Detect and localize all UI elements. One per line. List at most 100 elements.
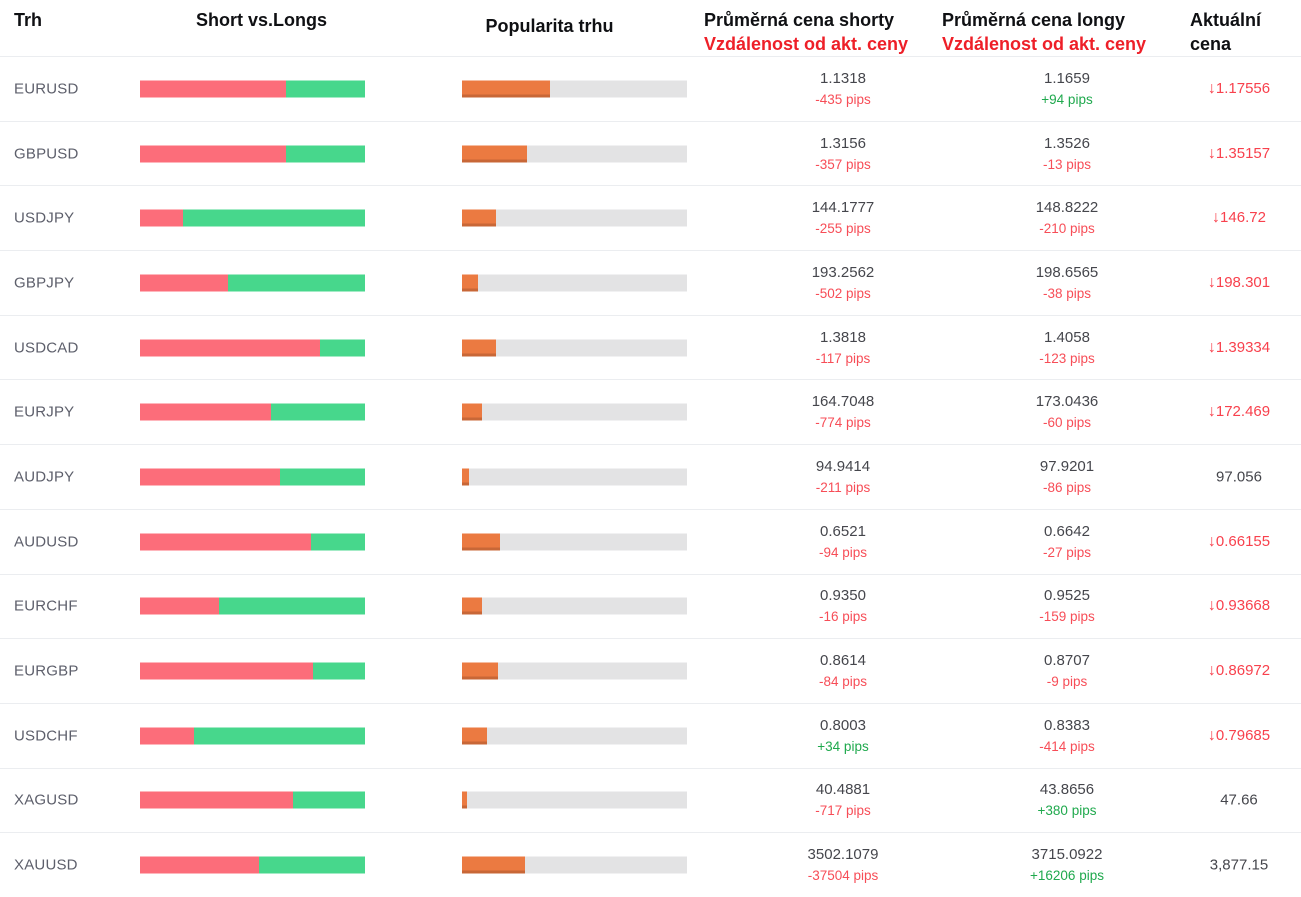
long-price-value: 0.9525 [1044, 587, 1090, 605]
long-distance-pips: +16206 pips [1030, 868, 1104, 884]
market-row[interactable]: EURCHF 0.9350 -16 pips 0.9525 -159 pips … [0, 575, 1301, 640]
market-row[interactable]: EURGBP 0.8614 -84 pips 0.8707 -9 pips ↓0… [0, 639, 1301, 704]
avg-short-price-cell: 144.1777 -255 pips [718, 198, 968, 238]
market-row[interactable]: EURJPY 164.7048 -774 pips 173.0436 -60 p… [0, 380, 1301, 446]
short-distance-pips: -255 pips [815, 221, 871, 237]
avg-long-price-cell: 3715.0922 +16206 pips [942, 845, 1192, 885]
current-price-value: 1.39334 [1215, 338, 1271, 356]
market-row[interactable]: XAUUSD 3502.1079 -37504 pips 3715.0922 +… [0, 833, 1301, 897]
longs-bar-segment [227, 274, 365, 292]
long-price-value: 0.6642 [1044, 522, 1090, 540]
long-price-value: 97.9201 [1039, 457, 1095, 475]
market-symbol: XAGUSD [14, 791, 79, 809]
market-row[interactable]: GBPJPY 193.2562 -502 pips 198.6565 -38 p… [0, 251, 1301, 316]
market-row[interactable]: EURUSD 1.1318 -435 pips 1.1659 +94 pips … [0, 57, 1301, 122]
popularity-bar-fill [462, 145, 528, 163]
current-price-value: 0.93668 [1215, 597, 1271, 615]
market-row[interactable]: USDJPY 144.1777 -255 pips 148.8222 -210 … [0, 186, 1301, 252]
price-down-arrow-icon: ↓ [1207, 662, 1216, 680]
price-down-arrow-icon: ↓ [1207, 338, 1216, 356]
popularity-bar [462, 468, 687, 486]
header-avg-short-price: Průměrná cena shorty Vzdálenost od akt. … [704, 8, 908, 56]
shorts-bar-segment [140, 339, 320, 357]
short-price-value: 1.3156 [820, 134, 866, 152]
longs-bar-segment [218, 597, 365, 615]
header-popularity: Popularita trhu [485, 16, 614, 36]
short-price-value: 164.7048 [811, 393, 875, 411]
short-distance-pips: -16 pips [818, 609, 868, 625]
market-row[interactable]: USDCHF 0.8003 +34 pips 0.8383 -414 pips … [0, 704, 1301, 769]
popularity-bar [462, 339, 687, 357]
short-vs-long-bar [140, 727, 365, 745]
shorts-bar-segment [140, 145, 287, 163]
price-down-arrow-icon: ↓ [1207, 273, 1216, 291]
avg-long-price-cell: 1.3526 -13 pips [942, 134, 1192, 174]
shorts-bar-segment [140, 403, 271, 421]
short-price-value: 0.6521 [820, 522, 866, 540]
price-down-arrow-icon: ↓ [1207, 144, 1216, 162]
popularity-bar-fill [462, 339, 496, 357]
long-distance-pips: -414 pips [1039, 738, 1095, 754]
market-symbol: EURUSD [14, 80, 79, 98]
avg-long-price-cell: 1.4058 -123 pips [942, 328, 1192, 368]
short-distance-pips: -94 pips [818, 544, 868, 560]
longs-bar-segment [279, 468, 365, 486]
price-down-arrow-icon: ↓ [1207, 597, 1216, 615]
short-price-value: 1.3818 [820, 328, 866, 346]
long-price-value: 1.1659 [1044, 69, 1090, 87]
shorts-bar-segment [140, 791, 293, 809]
popularity-bar [462, 791, 687, 809]
market-symbol: XAUUSD [14, 856, 78, 874]
market-row[interactable]: AUDJPY 94.9414 -211 pips 97.9201 -86 pip… [0, 445, 1301, 510]
short-vs-long-bar [140, 533, 365, 551]
avg-short-price-cell: 0.8614 -84 pips [718, 651, 968, 691]
header-short-vs-longs: Short vs.Longs [195, 10, 327, 30]
avg-short-price-cell: 0.9350 -16 pips [718, 586, 968, 626]
long-price-value: 148.8222 [1035, 199, 1099, 217]
current-price-cell: ↓172.469 [1154, 403, 1301, 421]
current-price-value: 0.79685 [1215, 726, 1271, 744]
short-distance-pips: -717 pips [815, 803, 871, 819]
longs-bar-segment [194, 727, 365, 745]
current-price-cell: ↓47.66 [1154, 792, 1301, 809]
short-distance-pips: -37504 pips [807, 868, 879, 884]
current-price-cell: ↓198.301 [1154, 274, 1301, 292]
popularity-bar [462, 533, 687, 551]
market-row[interactable]: USDCAD 1.3818 -117 pips 1.4058 -123 pips… [0, 316, 1301, 381]
longs-bar-segment [313, 662, 365, 680]
market-symbol: EURCHF [14, 597, 78, 615]
avg-long-price-cell: 0.6642 -27 pips [942, 522, 1192, 562]
current-price-value: 97.056 [1216, 468, 1262, 486]
short-distance-pips: -502 pips [815, 285, 871, 301]
long-distance-pips: +380 pips [1037, 803, 1097, 819]
price-down-arrow-icon: ↓ [1212, 209, 1221, 227]
avg-short-price-cell: 0.8003 +34 pips [718, 716, 968, 756]
shorts-bar-segment [140, 274, 228, 292]
market-row[interactable]: GBPUSD 1.3156 -357 pips 1.3526 -13 pips … [0, 122, 1301, 187]
market-row[interactable]: AUDUSD 0.6521 -94 pips 0.6642 -27 pips ↓… [0, 510, 1301, 575]
current-price-value: 47.66 [1220, 791, 1258, 809]
avg-long-price-cell: 1.1659 +94 pips [942, 69, 1192, 109]
current-price-value: 172.469 [1215, 403, 1271, 421]
popularity-bar-fill [462, 856, 525, 874]
current-price-cell: ↓1.39334 [1154, 339, 1301, 357]
short-distance-pips: -774 pips [815, 415, 871, 431]
short-price-value: 94.9414 [815, 457, 871, 475]
market-row[interactable]: XAGUSD 40.4881 -717 pips 43.8656 +380 pi… [0, 769, 1301, 834]
short-vs-long-bar [140, 80, 365, 98]
market-symbol: EURJPY [14, 403, 75, 421]
short-price-value: 193.2562 [811, 263, 875, 281]
avg-long-price-cell: 198.6565 -38 pips [942, 263, 1192, 303]
popularity-bar [462, 856, 687, 874]
popularity-bar [462, 80, 687, 98]
long-price-value: 43.8656 [1039, 781, 1095, 799]
popularity-bar-fill [462, 597, 483, 615]
market-symbol: EURGBP [14, 662, 79, 680]
short-vs-long-bar [140, 856, 365, 874]
shorts-bar-segment [140, 856, 260, 874]
current-price-cell: ↓1.35157 [1154, 145, 1301, 163]
price-down-arrow-icon: ↓ [1207, 79, 1216, 97]
market-symbol: USDJPY [14, 209, 75, 227]
market-symbol: GBPUSD [14, 145, 79, 163]
